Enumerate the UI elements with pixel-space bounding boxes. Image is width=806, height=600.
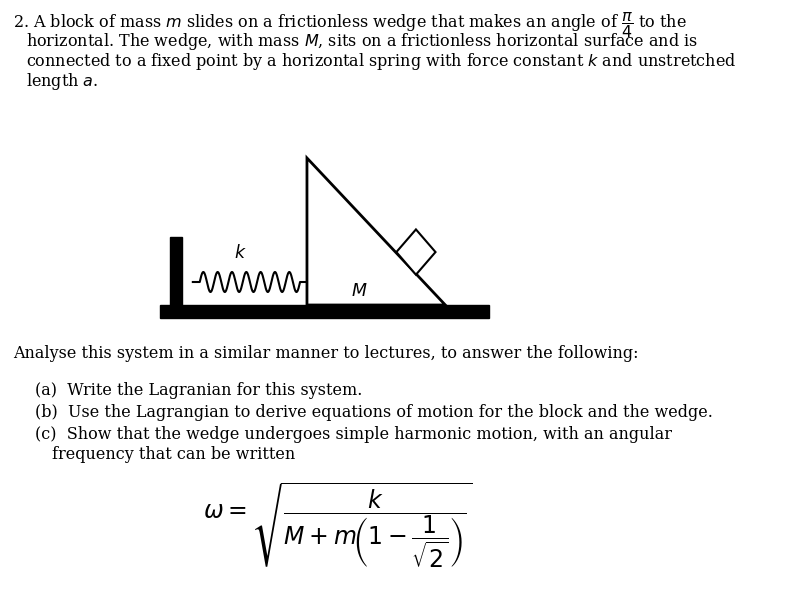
Text: $m$: $m$ xyxy=(408,244,424,260)
Text: 2. A block of mass $m$ slides on a frictionless wedge that makes an angle of $\d: 2. A block of mass $m$ slides on a frict… xyxy=(13,10,687,40)
Text: frequency that can be written: frequency that can be written xyxy=(52,446,295,463)
Bar xyxy=(160,305,488,318)
Text: $M$: $M$ xyxy=(351,283,367,300)
Polygon shape xyxy=(397,229,435,275)
Text: (b)  Use the Lagrangian to derive equations of motion for the block and the wedg: (b) Use the Lagrangian to derive equatio… xyxy=(35,404,713,421)
Text: Analyse this system in a similar manner to lectures, to answer the following:: Analyse this system in a similar manner … xyxy=(13,345,638,362)
Polygon shape xyxy=(307,158,446,305)
Text: $\omega = \sqrt{\dfrac{k}{M + m\!\left(1 - \dfrac{1}{\sqrt{2}}\right)}}$: $\omega = \sqrt{\dfrac{k}{M + m\!\left(1… xyxy=(202,480,472,570)
Bar xyxy=(170,237,181,305)
Text: (a)  Write the Lagranian for this system.: (a) Write the Lagranian for this system. xyxy=(35,382,362,399)
Text: (c)  Show that the wedge undergoes simple harmonic motion, with an angular: (c) Show that the wedge undergoes simple… xyxy=(35,426,671,443)
Text: length $a$.: length $a$. xyxy=(26,71,98,92)
Text: $k$: $k$ xyxy=(234,244,247,262)
Text: horizontal. The wedge, with mass $M$, sits on a frictionless horizontal surface : horizontal. The wedge, with mass $M$, si… xyxy=(26,31,698,52)
Text: connected to a fixed point by a horizontal spring with force constant $k$ and un: connected to a fixed point by a horizont… xyxy=(26,51,737,72)
